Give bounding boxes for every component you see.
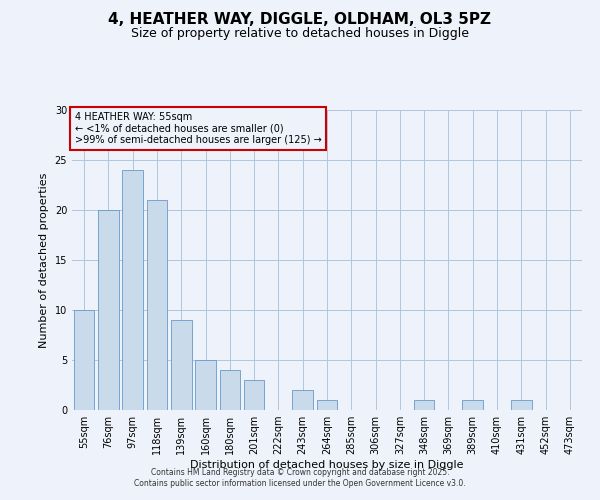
Bar	[317, 400, 337, 410]
Bar	[74, 310, 94, 410]
Bar	[511, 400, 532, 410]
Bar	[414, 400, 434, 410]
Bar	[171, 320, 191, 410]
Text: Contains HM Land Registry data © Crown copyright and database right 2025.
Contai: Contains HM Land Registry data © Crown c…	[134, 468, 466, 487]
Bar	[220, 370, 240, 410]
Bar	[146, 200, 167, 410]
Text: 4, HEATHER WAY, DIGGLE, OLDHAM, OL3 5PZ: 4, HEATHER WAY, DIGGLE, OLDHAM, OL3 5PZ	[109, 12, 491, 28]
Bar	[292, 390, 313, 410]
Text: Size of property relative to detached houses in Diggle: Size of property relative to detached ho…	[131, 28, 469, 40]
Bar	[195, 360, 216, 410]
Bar	[463, 400, 483, 410]
Y-axis label: Number of detached properties: Number of detached properties	[39, 172, 49, 348]
Bar	[122, 170, 143, 410]
Text: 4 HEATHER WAY: 55sqm
← <1% of detached houses are smaller (0)
>99% of semi-detac: 4 HEATHER WAY: 55sqm ← <1% of detached h…	[74, 112, 322, 144]
Bar	[244, 380, 265, 410]
Bar	[98, 210, 119, 410]
X-axis label: Distribution of detached houses by size in Diggle: Distribution of detached houses by size …	[190, 460, 464, 470]
